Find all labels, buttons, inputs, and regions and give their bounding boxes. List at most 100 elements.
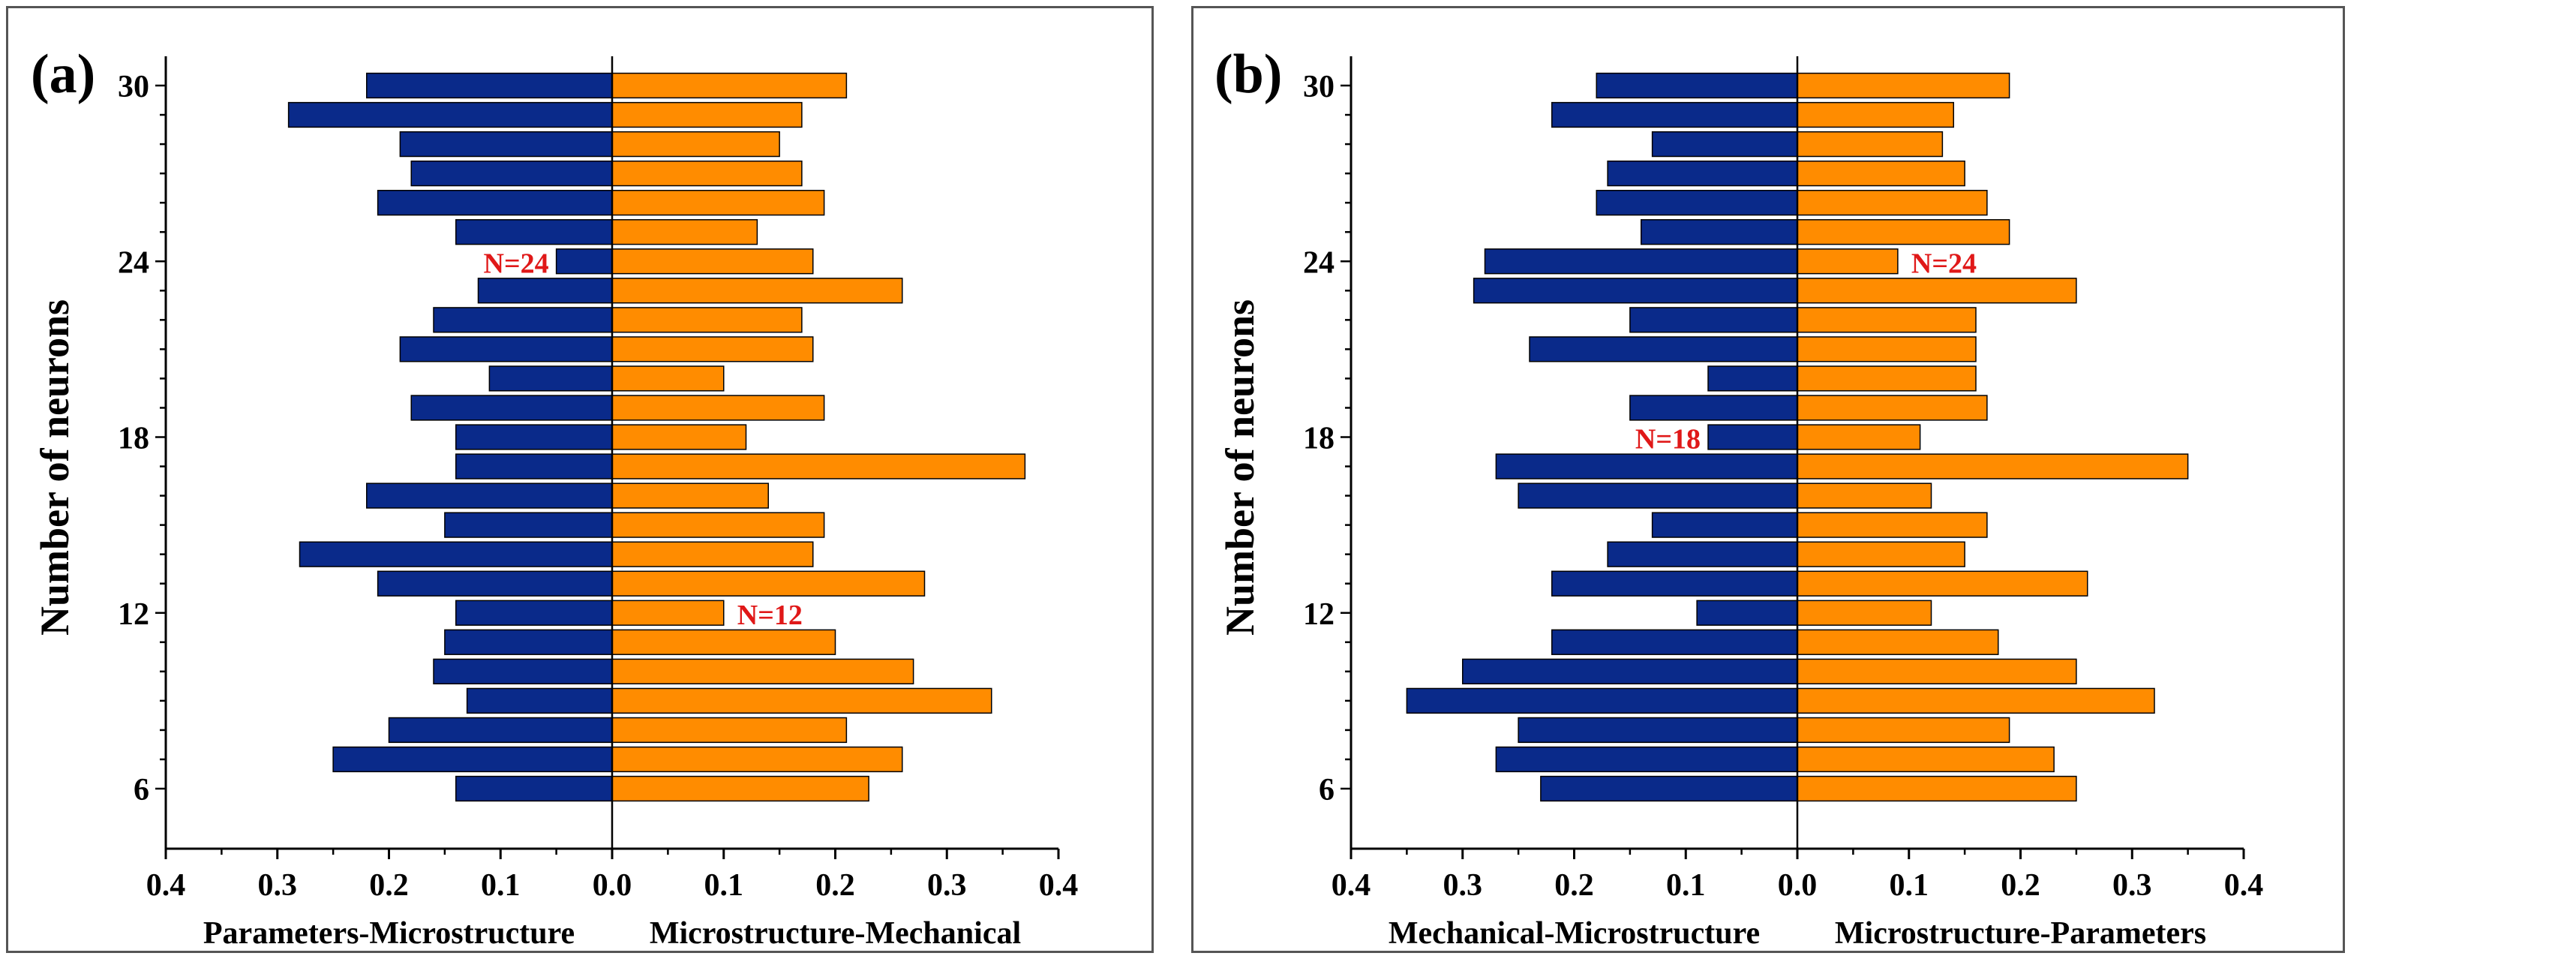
left-bar-20 bbox=[488, 365, 613, 392]
left-bar-30 bbox=[366, 72, 613, 99]
left-bar-16 bbox=[366, 483, 613, 509]
x-tick-label: 0.1 bbox=[1666, 868, 1706, 903]
right-bar-6 bbox=[611, 775, 869, 802]
right-bar-18 bbox=[611, 424, 747, 450]
right-bar-20 bbox=[611, 365, 725, 392]
left-bar-21 bbox=[399, 336, 613, 362]
right-bar-13 bbox=[611, 570, 926, 597]
x-tick-label: 0.2 bbox=[815, 868, 855, 903]
left-bar-14 bbox=[1607, 541, 1798, 567]
left-bar-29 bbox=[287, 101, 613, 128]
left-bar-25 bbox=[1641, 219, 1798, 245]
left-bar-24 bbox=[555, 248, 613, 275]
right-bar-27 bbox=[1797, 160, 1965, 187]
y-tick-label: 18 bbox=[1303, 422, 1335, 456]
left-bar-28 bbox=[399, 131, 613, 158]
left-bar-21 bbox=[1529, 336, 1798, 362]
left-bar-27 bbox=[410, 160, 613, 187]
y-axis-label: Number of neurons bbox=[1217, 299, 1262, 636]
y-tick-label: 6 bbox=[134, 773, 149, 807]
left-bar-9 bbox=[1406, 687, 1798, 714]
right-bar-6 bbox=[1797, 775, 2077, 802]
left-bar-19 bbox=[410, 395, 613, 421]
right-bar-17 bbox=[1797, 453, 2189, 479]
x-tick-label: 0.2 bbox=[2001, 868, 2040, 903]
left-series-label: Mechanical-Microstructure bbox=[1389, 916, 1760, 951]
x-tick-label: 0.3 bbox=[258, 868, 298, 903]
right-bar-29 bbox=[611, 101, 803, 128]
y-axis-label: Number of neurons bbox=[32, 299, 77, 636]
x-tick-label: 0.3 bbox=[927, 868, 967, 903]
right-bar-25 bbox=[1797, 219, 2010, 245]
left-bar-26 bbox=[377, 190, 613, 216]
right-bar-16 bbox=[1797, 483, 1932, 509]
right-bar-17 bbox=[611, 453, 1026, 479]
right-bar-16 bbox=[611, 483, 769, 509]
left-series-label: Parameters-Microstructure bbox=[203, 916, 575, 951]
right-bar-15 bbox=[611, 512, 825, 538]
right-bar-9 bbox=[611, 687, 992, 714]
right-bar-21 bbox=[1797, 336, 1977, 362]
left-bar-18 bbox=[455, 424, 613, 450]
x-tick-label: 0.4 bbox=[2224, 868, 2264, 903]
right-bar-15 bbox=[1797, 512, 1988, 538]
right-bar-12 bbox=[1797, 600, 1932, 626]
left-bar-25 bbox=[455, 219, 613, 245]
y-tick-label: 24 bbox=[1303, 245, 1335, 280]
right-bar-14 bbox=[611, 541, 814, 567]
left-bar-10 bbox=[1462, 658, 1798, 684]
right-bar-23 bbox=[1797, 278, 2077, 304]
x-tick-label: 0.4 bbox=[1039, 868, 1079, 903]
left-bar-13 bbox=[1551, 570, 1798, 597]
x-tick-label: 0.1 bbox=[704, 868, 744, 903]
chart-b-svg: 0.4 0.3 0.2 0.1 0.0 0.1 0.2 0.3 0.4 6 12 18 24 30 Numb… bbox=[1214, 44, 2264, 951]
annotation-n24: N=24 bbox=[1911, 248, 1977, 279]
left-bar-6 bbox=[455, 775, 613, 802]
panel-label: (b) bbox=[1214, 44, 1282, 105]
right-bar-24 bbox=[611, 248, 814, 275]
left-bar-8 bbox=[388, 717, 613, 744]
left-bar-26 bbox=[1596, 190, 1798, 216]
x-tick-label: 0.4 bbox=[1332, 868, 1371, 903]
right-series-label: Microstructure-Parameters bbox=[1835, 916, 2206, 951]
left-bar-19 bbox=[1629, 395, 1798, 421]
right-bar-13 bbox=[1797, 570, 2088, 597]
x-tick-label: 0.4 bbox=[146, 868, 186, 903]
left-bar-14 bbox=[299, 541, 613, 567]
right-bar-22 bbox=[1797, 307, 1977, 333]
right-bar-28 bbox=[611, 131, 780, 158]
left-bar-22 bbox=[433, 307, 613, 333]
right-bar-28 bbox=[1797, 131, 1944, 158]
y-tick-label: 24 bbox=[118, 245, 149, 280]
left-bar-29 bbox=[1551, 101, 1798, 128]
y-tick-label: 18 bbox=[118, 422, 149, 456]
x-tick-label: 0.0 bbox=[593, 868, 632, 903]
right-bar-27 bbox=[611, 160, 803, 187]
right-bar-10 bbox=[1797, 658, 2077, 684]
right-bar-8 bbox=[1797, 717, 2010, 744]
panel-label: (a) bbox=[31, 44, 95, 105]
chart-a-svg: 0.4 0.3 0.2 0.1 0.0 0.1 0.2 0.3 0.4 6 12 18 24 30 Numb… bbox=[31, 44, 1079, 951]
left-bar-23 bbox=[1473, 278, 1798, 304]
right-bar-20 bbox=[1797, 365, 1977, 392]
panel-a: 0.4 0.3 0.2 0.1 0.0 0.1 0.2 0.3 0.4 6 12 18 24 30 Numb… bbox=[6, 6, 1154, 953]
left-bar-17 bbox=[455, 453, 613, 479]
right-series-label: Microstructure-Mechanical bbox=[650, 916, 1021, 951]
left-bar-23 bbox=[477, 278, 613, 304]
right-bar-9 bbox=[1797, 687, 2155, 714]
left-bar-13 bbox=[377, 570, 613, 597]
left-bar-7 bbox=[332, 746, 613, 773]
left-bar-18 bbox=[1707, 424, 1798, 450]
y-tick-label: 12 bbox=[1303, 597, 1335, 632]
right-bar-26 bbox=[1797, 190, 1988, 216]
left-bar-12 bbox=[455, 600, 613, 626]
annotation-n24: N=24 bbox=[484, 248, 549, 279]
x-tick-label: 0.3 bbox=[2112, 868, 2152, 903]
left-bar-9 bbox=[466, 687, 613, 714]
right-bar-10 bbox=[611, 658, 914, 684]
x-tick-label: 0.2 bbox=[1554, 868, 1594, 903]
left-bar-24 bbox=[1484, 248, 1798, 275]
right-bar-21 bbox=[611, 336, 814, 362]
left-bar-15 bbox=[444, 512, 613, 538]
right-bar-24 bbox=[1797, 248, 1899, 275]
